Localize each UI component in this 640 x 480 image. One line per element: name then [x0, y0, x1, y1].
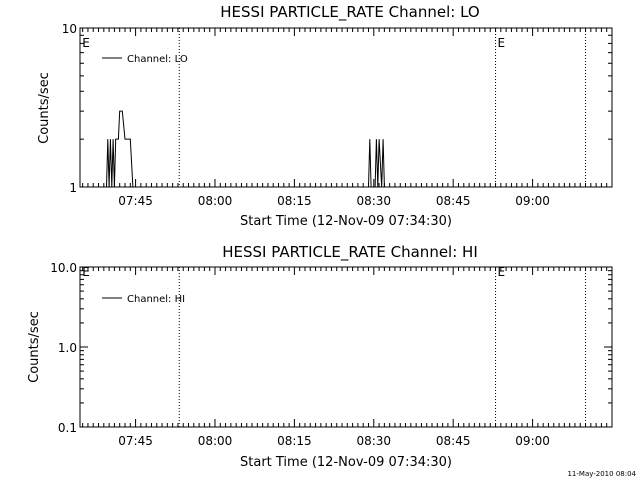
marker-label: E [498, 265, 506, 279]
footer-timestamp: 11-May-2010 08:04 [567, 470, 636, 478]
y-tick-label: 10 [62, 22, 77, 36]
y-tick-label: 1 [69, 181, 77, 195]
y-axis-label: Counts/sec [27, 311, 42, 383]
x-tick-label: 07:45 [118, 194, 153, 208]
x-tick-label: 08:15 [277, 194, 312, 208]
y-tick-label: 0.1 [58, 421, 77, 435]
panel-hi: HESSI PARTICLE_RATE Channel: HI Counts/s… [27, 243, 613, 470]
x-axis-label: Start Time (12-Nov-09 07:34:30) [240, 455, 452, 470]
legend-label: Channel: HI [127, 294, 185, 305]
x-tick-label: 07:45 [118, 434, 153, 448]
x-tick-label: 08:45 [436, 194, 471, 208]
edge-marker-label: E [82, 36, 90, 50]
y-tick-label: 1.0 [58, 341, 77, 355]
x-tick-label: 09:00 [515, 434, 550, 448]
y-axis-label: Counts/sec [37, 72, 52, 144]
x-tick-label: 08:30 [356, 194, 391, 208]
chart-title: HESSI PARTICLE_RATE Channel: HI [222, 243, 478, 262]
y-tick-label: 10.0 [50, 261, 77, 275]
chart-title: HESSI PARTICLE_RATE Channel: LO [220, 3, 479, 22]
plot-frame [79, 27, 613, 188]
x-tick-label: 08:30 [356, 434, 391, 448]
x-tick-label: 08:00 [198, 194, 233, 208]
panel-lo: HESSI PARTICLE_RATE Channel: LO Counts/s… [37, 3, 613, 229]
x-tick-label: 08:00 [198, 434, 233, 448]
marker-label: E [498, 36, 506, 50]
series-line [103, 110, 386, 188]
x-tick-label: 08:45 [436, 434, 471, 448]
x-axis-label: Start Time (12-Nov-09 07:34:30) [240, 214, 452, 229]
plot-frame [79, 266, 613, 428]
legend-label: Channel: LO [127, 54, 188, 65]
x-tick-label: 09:00 [515, 194, 550, 208]
x-tick-label: 08:15 [277, 434, 312, 448]
edge-marker-label: E [82, 265, 90, 279]
